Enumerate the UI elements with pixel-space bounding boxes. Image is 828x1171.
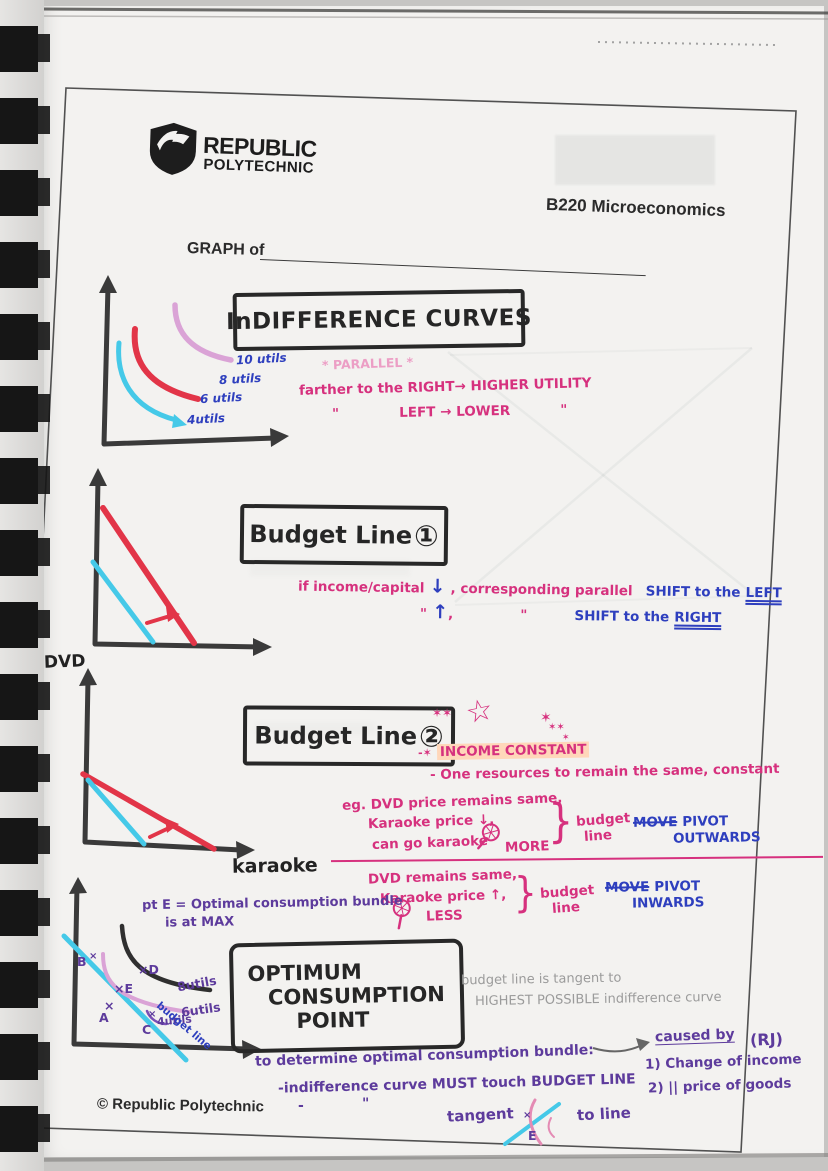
indifference-curves-title: InDIFFERENCE CURVES — [225, 304, 533, 336]
shield-logo-icon — [149, 122, 197, 175]
higher-utility-note: farther to the RIGHT→ HIGHER UTILITY — [298, 375, 592, 399]
caused-by-label: caused by — [654, 1026, 735, 1046]
sparkle-doodle: ✶✶ — [432, 706, 453, 720]
x-mark: × — [89, 951, 98, 962]
logo-text-line2: POLYTECHNIC — [203, 155, 315, 177]
brace-doodle: } — [548, 794, 574, 848]
eg1-line2: Karaoke price ↓, — [367, 811, 495, 833]
graph-of-blank-line — [259, 259, 646, 277]
ditto-mark: " — [419, 605, 428, 622]
cause-2: 2) || price of goods — [647, 1075, 792, 1097]
line-word: line — [583, 827, 613, 845]
income-constant-note: -✶ INCOME CONSTANT — [418, 739, 590, 761]
optimum-consumption-graph — [61, 877, 261, 1063]
parallel-note: * PARALLEL * — [321, 354, 414, 373]
budget-line2-graph — [79, 668, 255, 859]
x-mark: × — [523, 1110, 532, 1121]
ditto-mark: " — [362, 1096, 370, 1112]
eg1-line3: can go karaoke — [371, 832, 489, 854]
up-arrow-icon: ↑ — [432, 601, 449, 624]
income-constant-highlight: INCOME CONSTANT — [436, 741, 590, 761]
scan-smudge — [250, 560, 410, 576]
lower-utility-note: " LEFT → LOWER " — [331, 401, 568, 423]
utils-10-label: 10 utils — [235, 350, 287, 368]
less-label: LESS — [425, 907, 463, 925]
line-word: line — [551, 899, 581, 917]
x-mark: × — [148, 1009, 157, 1020]
pencil-arrow-icon — [592, 1038, 650, 1053]
pink-divider — [331, 855, 823, 863]
ditto-dash: - — [298, 1098, 304, 1114]
course-code: B220 Microeconomics — [545, 194, 726, 221]
x-mark: × — [104, 998, 115, 1013]
point-d-label: ×D — [138, 962, 159, 977]
cause-1: 1) Change of income — [644, 1051, 802, 1073]
sparkle-doodle: ✶ — [540, 710, 552, 726]
utils-4-label: 4utils — [186, 411, 226, 427]
sparkle-doodle: ✶✶ — [548, 722, 565, 733]
pivot-inwards-note: MOVE PIVOT — [604, 878, 701, 896]
indifference-curves-graph — [99, 275, 289, 447]
karaoke-axis-label: karaoke — [231, 854, 318, 878]
point-e-label: ×E — [114, 981, 134, 996]
eg1-line1: eg. DVD price remains same, — [341, 790, 563, 814]
microphone-doodle-icon — [477, 823, 500, 850]
determine-line2: -indifference curve MUST touch BUDGET LI… — [277, 1071, 636, 1097]
paper-page — [40, 6, 824, 1157]
point-e-doodle-label: E — [528, 1128, 537, 1143]
spiral-binding — [0, 0, 50, 1171]
move-struck: MOVE — [604, 879, 650, 896]
inwards-label: INWARDS — [631, 894, 705, 912]
star-doodle: ☆ — [462, 691, 497, 732]
point-a-label: A — [99, 1010, 109, 1025]
budget-line2-title: Budget Line — [254, 721, 418, 751]
eg2-line1: DVD remains same, — [367, 866, 518, 888]
ditto-mark: " — [560, 401, 568, 419]
down-arrow-icon: ↓ — [429, 575, 446, 598]
outwards-label: OUTWARDS — [672, 829, 761, 847]
binding-combs — [0, 0, 38, 1171]
point-b-label: B — [77, 954, 87, 969]
more-label: MORE — [504, 838, 550, 856]
sparkle-doodle: ✶ — [562, 733, 570, 743]
pencil-note-line1: budget line is tangent to — [460, 970, 622, 989]
scan-smudge — [555, 135, 715, 185]
optimum-title-line3: POINT — [296, 1007, 370, 1034]
ditto-mark: " — [520, 607, 528, 624]
graph-of-label: GRAPH of — [186, 239, 265, 260]
scan-smudge — [255, 722, 375, 735]
utils-8-label: 8 utils — [218, 370, 262, 388]
one-resource-note: - One resources to remain the same, cons… — [429, 760, 780, 784]
rj-initials: (RJ) — [749, 1029, 784, 1050]
circled-1: ① — [413, 518, 439, 553]
copyright-notice: © Republic Polytechnic — [96, 1095, 265, 1116]
binding-comb-ends — [38, 0, 50, 1171]
pencil-note-line2: HIGHEST POSSIBLE indifference curve — [474, 989, 722, 1010]
microphone-doodle-icon — [392, 899, 411, 930]
budget-line1-title-box: Budget Line ① — [239, 503, 449, 567]
optimum-title-line1: OPTIMUM — [247, 959, 362, 987]
optimum-title-line2: CONSUMPTION — [267, 981, 446, 1010]
move-struck: MOVE — [632, 814, 678, 831]
point-c-label: C — [142, 1022, 152, 1037]
brace-doodle: } — [514, 868, 537, 917]
indifference-curves-title-box: InDIFFERENCE CURVES — [226, 288, 532, 352]
pivot-outwards-note: MOVE PIVOT — [632, 813, 729, 831]
tangent-doodle — [503, 1098, 561, 1146]
optimum-title-box: OPTIMUM CONSUMPTION POINT — [228, 938, 466, 1054]
utils-6-label: 6 utils — [199, 389, 243, 407]
budget-line1-note2: " ↑, " SHIFT to the RIGHT — [419, 601, 722, 627]
budget-line1-note1: if income/capital ↓ , corresponding para… — [297, 575, 782, 602]
budget-line1-graph — [89, 468, 272, 656]
to-line-words: to line — [576, 1103, 632, 1125]
budget-line1-title: Budget Line — [249, 520, 413, 550]
ditto-mark: " — [331, 405, 340, 423]
